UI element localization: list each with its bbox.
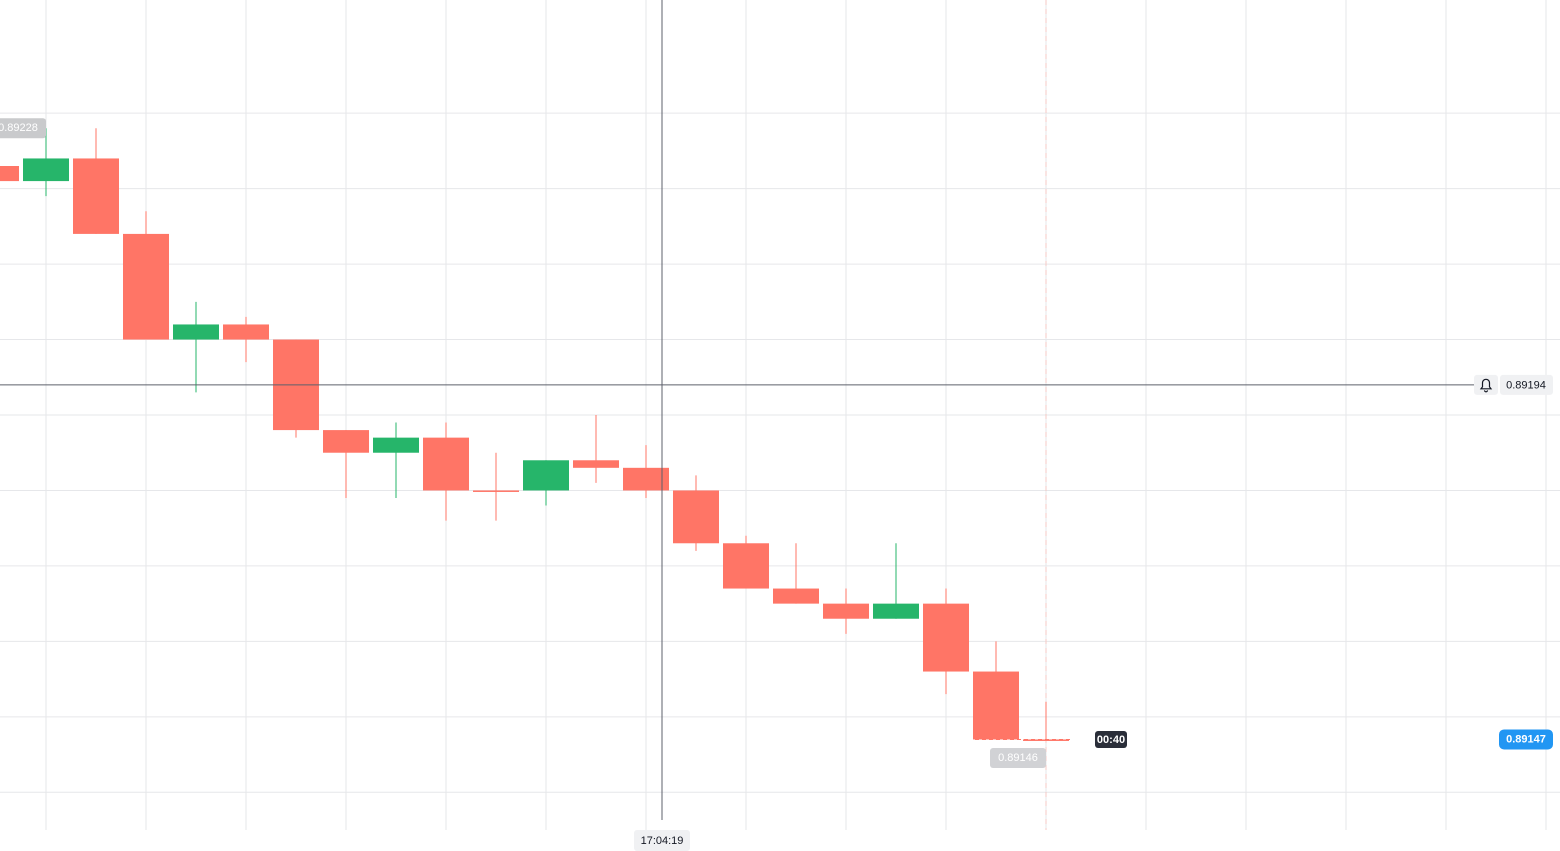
crosshair-price-label: 0.89194 — [1506, 380, 1546, 392]
candle-body — [423, 437, 469, 491]
high-label-box — [0, 118, 46, 139]
candle-body — [1023, 739, 1069, 741]
candle-body — [0, 166, 19, 182]
candle-body — [723, 543, 769, 589]
candle-body — [623, 467, 669, 491]
candle-body — [123, 233, 169, 340]
candle-body — [473, 490, 519, 492]
current-price-box — [1499, 729, 1553, 750]
candle-body — [973, 671, 1019, 740]
candle-body — [373, 437, 419, 453]
candle-body — [773, 588, 819, 604]
candle-body — [573, 460, 619, 468]
candle-body — [923, 603, 969, 672]
candle-body — [523, 460, 569, 491]
high-label: 0.89228 — [0, 122, 38, 134]
candle-body — [223, 324, 269, 340]
candle-body — [73, 158, 119, 234]
candle-body — [873, 603, 919, 619]
candle-body — [23, 158, 69, 182]
crosshair-time-label: 17:04:19 — [641, 835, 684, 847]
low-label: 0.89146 — [998, 752, 1038, 764]
current-price-label: 0.89147 — [1506, 733, 1546, 745]
bell-box — [1474, 374, 1498, 395]
low-label-box — [990, 748, 1046, 768]
crosshair-time-box — [634, 830, 690, 851]
countdown-box — [1095, 731, 1127, 748]
candle-body — [173, 324, 219, 340]
candle-body — [823, 603, 869, 619]
countdown: 00:40 — [1097, 734, 1125, 746]
candle-body — [673, 490, 719, 544]
candle-body — [323, 430, 369, 453]
bell-icon — [1479, 378, 1493, 393]
crosshair-price-box — [1500, 374, 1553, 395]
